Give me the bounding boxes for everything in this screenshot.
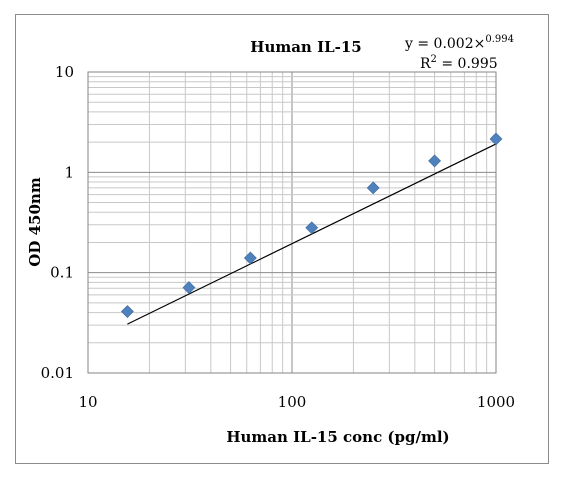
y-axis-title: OD 450nm bbox=[26, 177, 44, 267]
x-tick-label: 1000 bbox=[477, 393, 515, 411]
data-point bbox=[182, 281, 196, 295]
x-axis-title: Human IL-15 conc (pg/ml) bbox=[226, 428, 449, 446]
x-tick-label: 10 bbox=[78, 393, 97, 411]
tick-labels: 10 100 1000 0.01 0.1 1 10 bbox=[41, 63, 516, 411]
chart-title: Human IL-15 bbox=[250, 38, 361, 56]
data-point bbox=[489, 132, 503, 146]
data-point bbox=[243, 251, 257, 265]
x-tick-label: 100 bbox=[278, 393, 307, 411]
chart-frame bbox=[15, 14, 549, 464]
r2-superscript: 2 bbox=[431, 54, 437, 65]
data-point bbox=[428, 154, 442, 168]
y-tick-label: 1 bbox=[64, 163, 74, 181]
y-tick-label: 10 bbox=[55, 63, 74, 81]
plot-area bbox=[87, 71, 497, 374]
y-tick-label: 0.1 bbox=[50, 264, 74, 282]
equation-text: y = 0.002×0.994 bbox=[404, 34, 514, 52]
data-points bbox=[120, 132, 503, 318]
r2-prefix: R bbox=[420, 56, 431, 72]
grid bbox=[87, 72, 496, 374]
data-point bbox=[120, 305, 134, 318]
r2-value: = 0.995 bbox=[437, 56, 498, 72]
y-tick-label: 0.01 bbox=[41, 364, 74, 382]
r-squared-text: R2 = 0.995 bbox=[420, 54, 498, 72]
data-point bbox=[366, 181, 380, 195]
equation-exponent: 0.994 bbox=[485, 34, 514, 45]
equation-prefix: y = 0.002× bbox=[404, 36, 485, 52]
data-point bbox=[305, 221, 319, 235]
